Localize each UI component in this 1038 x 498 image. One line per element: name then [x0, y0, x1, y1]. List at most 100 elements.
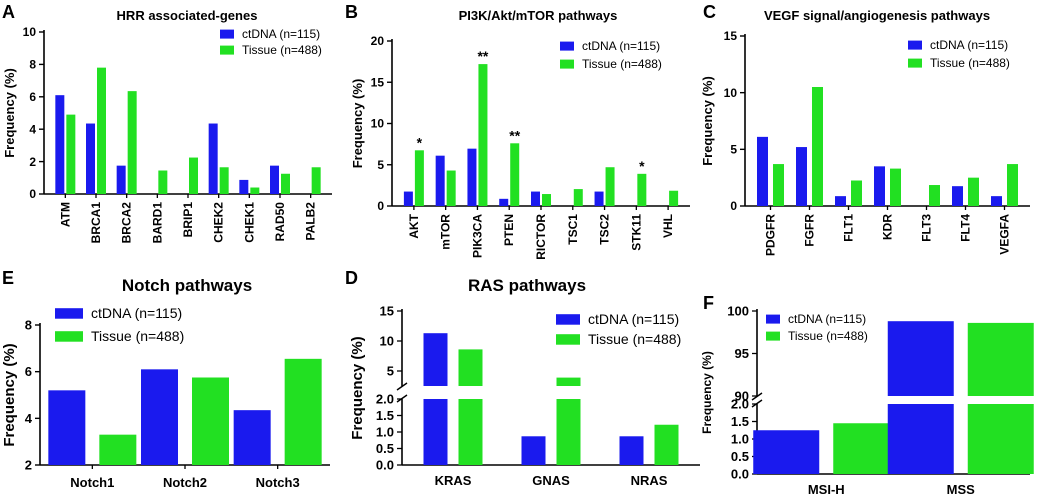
- panel-f-msi-chart: F Frequency (%) 0.0 0.5 1.0 1.5 2.090 95 100 MSI…: [700, 293, 1034, 497]
- bar-tissue-tsc2: [605, 167, 615, 206]
- x-tick-label-brca2: BRCA2: [120, 202, 134, 244]
- bar-tissue-pten: [510, 143, 520, 206]
- bar-ctdna-chek2: [208, 123, 218, 194]
- y-tick-label: 0: [29, 187, 36, 201]
- panel-c-vegf-chart: C VEGF signal/angiogenesis pathways Frequ…: [700, 2, 1030, 256]
- legend-label-tissue: Tissue (n=488): [788, 329, 868, 343]
- x-tick-label-brip1: BRIP1: [181, 202, 195, 238]
- bar-ctdna-msi-h: [753, 430, 820, 474]
- y-tick-label: 8: [25, 318, 32, 333]
- y-tick-label: 10: [724, 86, 738, 100]
- bar-tissue-mss: [967, 404, 1034, 474]
- x-tick-label-chek1: CHEK1: [242, 202, 256, 243]
- bar-tissue-stk11: [637, 173, 647, 206]
- chart-title: RAS pathways: [468, 276, 586, 295]
- bar-ctdna-pten: [499, 198, 509, 206]
- bar-ctdna-fgfr: [796, 147, 807, 206]
- bar-ctdna-pik3ca: [467, 148, 477, 206]
- bar-tissue-vhl: [669, 190, 679, 206]
- bar-ctdna-pdgfr: [757, 136, 768, 206]
- chart-title: VEGF signal/angiogenesis pathways: [764, 8, 990, 23]
- bar-ctdna-notch3: [233, 410, 271, 465]
- bar-ctdna-mss-upper: [887, 321, 954, 396]
- bar-ctdna-vegfa: [991, 196, 1002, 206]
- y-tick-label: 1.0: [731, 432, 749, 447]
- panel-f-label: F: [703, 293, 714, 313]
- bar-tissue-notch3: [284, 358, 322, 465]
- bar-ctdna-kras: [423, 399, 448, 465]
- y-tick-label: 100: [727, 304, 749, 319]
- x-tick-label-mtor: mTOR: [439, 214, 453, 250]
- x-tick-label-fgfr: FGFR: [803, 214, 817, 247]
- panel-a-hrr-chart: A HRR associated-genes Frequency (%) 0 2 4 6 8…: [2, 2, 332, 243]
- y-tick-label: 95: [735, 346, 749, 361]
- bar-ctdna-brca1: [86, 123, 95, 194]
- y-axis-label: Frequency (%): [2, 68, 17, 158]
- x-tick-label-atm: ATM: [58, 202, 72, 227]
- bar-tissue-vegfa: [1007, 164, 1018, 206]
- x-tick-label-nras: NRAS: [631, 473, 668, 488]
- bar-ctdna-rictor: [531, 191, 540, 206]
- bar-ctdna-notch1: [48, 390, 86, 465]
- bar-tissue-brca2: [127, 91, 137, 194]
- x-tick-label-brca1: BRCA1: [89, 202, 103, 244]
- y-axis-label: Frequency (%): [349, 336, 366, 439]
- panel-e-notch-chart: E Notch pathways Frequency (%) 2 4 6 8 Notch1 N…: [1, 268, 330, 490]
- x-tick-label-flt4: FLT4: [959, 214, 973, 242]
- bar-tissue-kras-upper: [458, 349, 483, 386]
- y-tick-label: 20: [371, 34, 385, 48]
- panel-b-label: B: [345, 2, 358, 22]
- x-tick-label-pdgfr: PDGFR: [764, 214, 778, 256]
- x-tick-label-mss: MSS: [947, 482, 976, 497]
- y-tick-label: 8: [29, 58, 36, 72]
- legend-swatch-ctdna: [560, 41, 574, 51]
- y-tick-label: 0.0: [731, 467, 749, 482]
- y-axis-label: Frequency (%): [350, 79, 365, 169]
- y-tick-label: 1.0: [376, 425, 394, 440]
- legend-label-tissue: Tissue (n=488): [582, 57, 662, 71]
- x-tick-label-pik3ca: PIK3CA: [470, 214, 484, 258]
- bar-tissue-palb2: [311, 167, 321, 194]
- bar-tissue-akt: [414, 150, 424, 206]
- bar-tissue-gnas: [556, 399, 581, 465]
- y-tick-label: 15: [380, 304, 394, 319]
- significance-marker: **: [509, 127, 520, 143]
- y-tick-label: 2.0: [376, 392, 394, 407]
- legend-label-ctdna: ctDNA (n=115): [91, 305, 182, 321]
- bar-tissue-nras: [654, 424, 679, 465]
- chart-title: Notch pathways: [122, 276, 252, 295]
- y-tick-label: 4: [25, 411, 33, 426]
- y-tick-label: 2: [29, 155, 36, 169]
- legend-swatch-tissue: [55, 331, 83, 342]
- bar-ctdna-nras: [619, 436, 644, 465]
- y-tick-label: 6: [25, 364, 32, 379]
- bar-tissue-chek2: [219, 167, 229, 194]
- y-tick-label: 2.0: [731, 397, 749, 412]
- x-tick-label-kdr: KDR: [881, 214, 895, 240]
- y-tick-label: 6: [29, 90, 36, 104]
- bar-tissue-pdgfr: [773, 164, 784, 206]
- bar-ctdna-akt: [403, 191, 413, 206]
- x-tick-label-notch2: Notch2: [163, 475, 207, 490]
- bar-ctdna-mss: [887, 404, 954, 474]
- bar-tissue-fgfr: [812, 87, 823, 206]
- panel-c-label: C: [703, 2, 716, 22]
- chart-title: PI3K/Akt/mTOR pathways: [459, 8, 618, 23]
- bar-tissue-notch2: [192, 377, 229, 465]
- legend-swatch-tissue: [766, 331, 780, 341]
- y-axis-label: Frequency (%): [700, 76, 715, 166]
- x-tick-label-rad50: RAD50: [273, 202, 287, 242]
- x-tick-label-flt3: FLT3: [920, 214, 934, 242]
- y-tick-label: 10: [371, 117, 385, 131]
- bar-tissue-rictor: [542, 194, 551, 206]
- bar-tissue-chek1: [250, 187, 260, 194]
- bar-tissue-brca1: [97, 67, 106, 194]
- significance-marker: *: [639, 158, 645, 174]
- legend-label-ctdna: ctDNA (n=115): [930, 38, 1008, 52]
- legend-swatch-ctdna: [55, 308, 83, 319]
- x-tick-label-notch1: Notch1: [70, 475, 114, 490]
- legend-label-tissue: Tissue (n=488): [930, 56, 1010, 70]
- y-tick-label: 15: [724, 29, 738, 43]
- bar-ctdna-mtor: [435, 155, 445, 206]
